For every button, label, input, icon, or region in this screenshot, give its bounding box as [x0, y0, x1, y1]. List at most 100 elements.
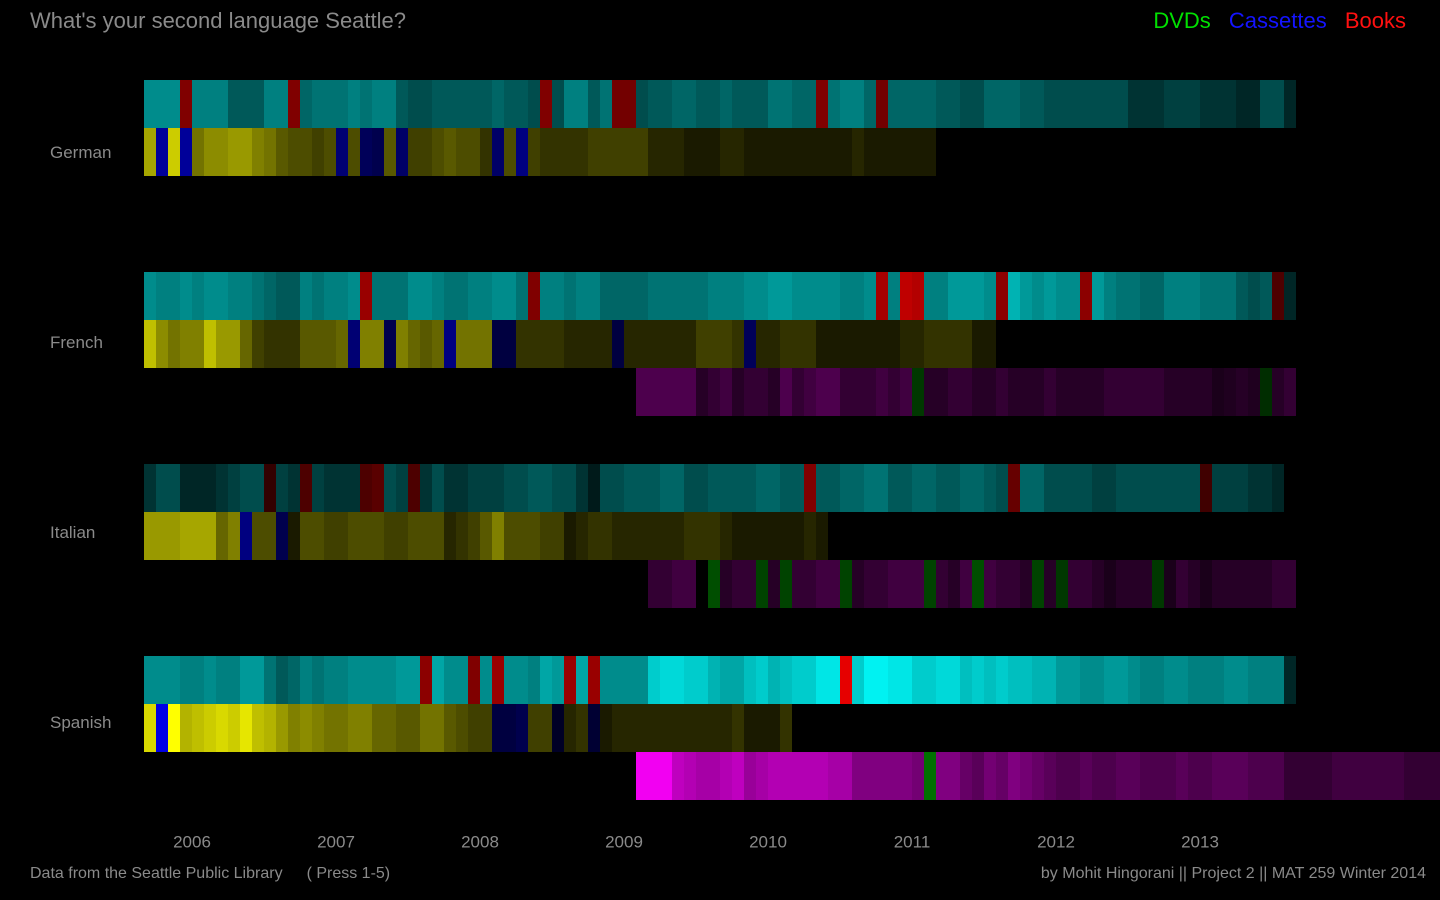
cell-german-cassettes-27 [468, 128, 480, 176]
cell-spanish-books-8 [240, 656, 252, 704]
cell-italian-cassettes-4 [192, 512, 204, 560]
legend-books: Books [1344, 8, 1406, 33]
cell-italian-dvds-62 [888, 560, 900, 608]
cell-german-books-63 [900, 80, 912, 128]
cell-german-books-56 [816, 80, 828, 128]
cell-german-books-31 [516, 80, 528, 128]
cell-spanish-dvds-95 [1284, 752, 1296, 800]
cell-italian-books-47 [708, 464, 720, 512]
x-tick-2007: 2007 [317, 832, 355, 851]
cell-italian-books-89 [1212, 464, 1224, 512]
cell-french-dvds-76 [1056, 368, 1068, 416]
cell-german-books-62 [888, 80, 900, 128]
cell-german-books-80 [1104, 80, 1116, 128]
cell-spanish-books-90 [1224, 656, 1236, 704]
cell-french-cassettes-10 [264, 320, 276, 368]
cell-french-books-50 [744, 272, 756, 320]
cell-spanish-cassettes-22 [408, 704, 420, 752]
cell-spanish-dvds-96 [1296, 752, 1308, 800]
cell-spanish-books-16 [336, 656, 348, 704]
cell-spanish-books-77 [1068, 656, 1080, 704]
cell-italian-dvds-56 [816, 560, 828, 608]
cell-french-cassettes-56 [816, 320, 828, 368]
cell-french-cassettes-69 [972, 320, 984, 368]
cell-italian-books-35 [564, 464, 576, 512]
cell-french-cassettes-22 [408, 320, 420, 368]
cell-french-books-65 [924, 272, 936, 320]
cell-german-cassettes-44 [672, 128, 684, 176]
cell-italian-books-2 [168, 464, 180, 512]
cell-french-cassettes-52 [768, 320, 780, 368]
cell-german-cassettes-34 [552, 128, 564, 176]
cell-spanish-dvds-74 [1032, 752, 1044, 800]
cell-spanish-cassettes-26 [456, 704, 468, 752]
cell-italian-books-69 [972, 464, 984, 512]
cell-spanish-dvds-60 [864, 752, 876, 800]
cell-spanish-dvds-77 [1068, 752, 1080, 800]
cell-german-cassettes-2 [168, 128, 180, 176]
cell-french-books-76 [1056, 272, 1068, 320]
cell-french-books-92 [1248, 272, 1260, 320]
cell-french-books-91 [1236, 272, 1248, 320]
cell-german-books-51 [756, 80, 768, 128]
cell-italian-books-55 [804, 464, 816, 512]
cell-french-books-46 [696, 272, 708, 320]
cell-german-books-2 [168, 80, 180, 128]
cell-italian-cassettes-39 [612, 512, 624, 560]
cell-french-books-39 [612, 272, 624, 320]
cell-french-books-56 [816, 272, 828, 320]
cell-french-books-16 [336, 272, 348, 320]
cell-italian-books-27 [468, 464, 480, 512]
cell-french-cassettes-34 [552, 320, 564, 368]
cell-italian-books-88 [1200, 464, 1212, 512]
cell-german-cassettes-32 [528, 128, 540, 176]
cell-french-dvds-45 [684, 368, 696, 416]
cell-spanish-books-28 [480, 656, 492, 704]
chart-title: What's your second language Seattle? [30, 8, 406, 33]
cell-german-cassettes-29 [492, 128, 504, 176]
cell-german-books-53 [780, 80, 792, 128]
cell-spanish-books-65 [924, 656, 936, 704]
cell-french-books-42 [648, 272, 660, 320]
cell-german-books-36 [576, 80, 588, 128]
cell-french-books-86 [1176, 272, 1188, 320]
cell-italian-dvds-69 [972, 560, 984, 608]
cell-spanish-cassettes-45 [684, 704, 696, 752]
cell-italian-books-16 [336, 464, 348, 512]
cell-german-cassettes-46 [696, 128, 708, 176]
cell-german-books-84 [1152, 80, 1164, 128]
cell-french-dvds-92 [1248, 368, 1260, 416]
cell-german-books-32 [528, 80, 540, 128]
cell-french-books-7 [228, 272, 240, 320]
cell-spanish-dvds-93 [1260, 752, 1272, 800]
cell-italian-books-94 [1272, 464, 1284, 512]
cell-german-books-3 [180, 80, 192, 128]
cell-french-cassettes-39 [612, 320, 624, 368]
cell-spanish-cassettes-23 [420, 704, 432, 752]
cell-french-books-45 [684, 272, 696, 320]
cell-german-books-5 [204, 80, 216, 128]
x-tick-2011: 2011 [894, 832, 931, 851]
cell-italian-cassettes-31 [516, 512, 528, 560]
cell-spanish-cassettes-53 [780, 704, 792, 752]
cell-spanish-cassettes-47 [708, 704, 720, 752]
cell-german-cassettes-13 [300, 128, 312, 176]
cell-french-books-30 [504, 272, 516, 320]
track-french-dvds [636, 368, 1296, 416]
cell-german-books-38 [600, 80, 612, 128]
cell-spanish-books-30 [504, 656, 516, 704]
cell-spanish-dvds-92 [1248, 752, 1260, 800]
cell-italian-dvds-82 [1128, 560, 1140, 608]
cell-spanish-books-1 [156, 656, 168, 704]
cell-french-dvds-71 [996, 368, 1008, 416]
cell-french-books-21 [396, 272, 408, 320]
cell-italian-books-29 [492, 464, 504, 512]
cell-german-books-30 [504, 80, 516, 128]
cell-spanish-dvds-50 [744, 752, 756, 800]
cell-italian-books-36 [576, 464, 588, 512]
cell-italian-dvds-61 [876, 560, 888, 608]
cell-french-cassettes-29 [492, 320, 504, 368]
cell-french-books-1 [156, 272, 168, 320]
cell-spanish-books-89 [1212, 656, 1224, 704]
cell-italian-dvds-90 [1224, 560, 1236, 608]
